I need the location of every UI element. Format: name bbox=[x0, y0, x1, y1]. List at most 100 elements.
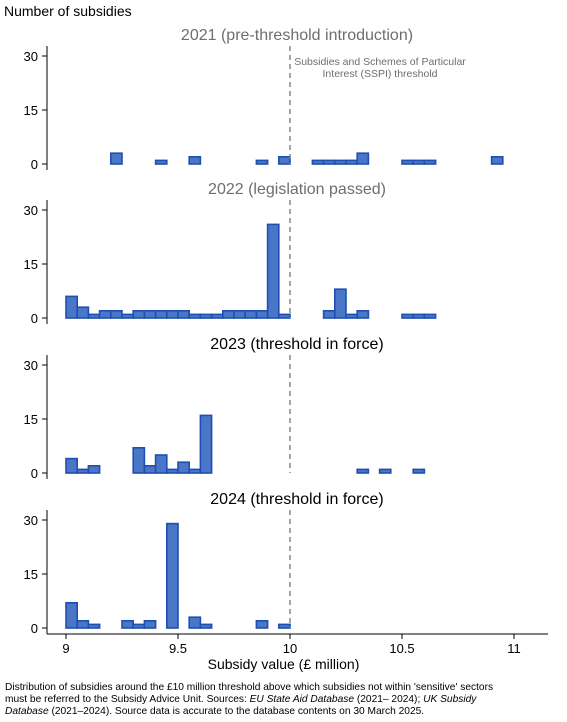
histogram-bar bbox=[154, 454, 168, 474]
caption-line-3: (2021–2024). Source data is accurate to … bbox=[48, 706, 425, 717]
histogram-bar bbox=[233, 309, 246, 319]
histogram-bar bbox=[345, 159, 358, 165]
panel-4: 2024 (threshold in force) 0 15 30 bbox=[24, 491, 384, 636]
panel-title: 2021 (pre-threshold introduction) bbox=[181, 27, 413, 44]
y-axis-label: Number of subsidies bbox=[4, 3, 132, 19]
histogram-bar bbox=[255, 309, 269, 319]
histogram-bar bbox=[188, 616, 202, 629]
panel-2: 2022 (legislation passed) 0 15 30 bbox=[24, 181, 437, 326]
threshold-label-line-2: Interest (SSPI) threshold bbox=[323, 68, 438, 80]
histogram-bar bbox=[356, 468, 370, 474]
histogram-bar bbox=[277, 623, 291, 629]
histogram-bar bbox=[333, 288, 347, 319]
histogram-bar bbox=[345, 313, 358, 319]
y-tick-label: 30 bbox=[24, 513, 38, 528]
histogram-bar bbox=[65, 601, 78, 629]
histogram-bar bbox=[333, 159, 347, 165]
caption-source-2a: UK Subsidy bbox=[423, 694, 477, 705]
histogram-bar bbox=[65, 295, 78, 319]
panel-3: 2023 (threshold in force) 0 15 30 bbox=[24, 336, 426, 481]
histogram-bar bbox=[401, 313, 414, 319]
histogram-bar bbox=[266, 223, 280, 319]
panel-title: 2022 (legislation passed) bbox=[208, 181, 386, 198]
y-tick-label: 15 bbox=[24, 567, 38, 582]
x-tick-label: 10 bbox=[283, 641, 297, 656]
caption-line-2b: (2021– 2024); bbox=[354, 694, 424, 705]
histogram-bar bbox=[423, 159, 437, 165]
histogram-bar bbox=[199, 623, 213, 629]
y-tick-label: 0 bbox=[31, 311, 38, 326]
y-tick-label: 0 bbox=[31, 157, 38, 172]
histogram-bar bbox=[277, 313, 291, 319]
histogram-bar bbox=[132, 446, 146, 474]
panel-1: 2021 (pre-threshold introduction) 0 15 30 bbox=[24, 27, 504, 172]
histogram-bar bbox=[199, 414, 213, 474]
histogram-bar bbox=[490, 156, 504, 165]
y-tick-label: 30 bbox=[24, 358, 38, 373]
x-tick-label: 9 bbox=[62, 641, 69, 656]
histogram-bar bbox=[412, 468, 426, 474]
histogram-bar bbox=[110, 152, 123, 165]
y-tick-label: 15 bbox=[24, 103, 38, 118]
histogram-bar bbox=[132, 623, 146, 629]
y-tick-label: 30 bbox=[24, 49, 38, 64]
histogram-bar bbox=[199, 313, 213, 319]
histogram-bar bbox=[154, 309, 168, 319]
histogram-bar bbox=[277, 156, 291, 165]
histogram-bar bbox=[121, 313, 134, 319]
histogram-bar bbox=[423, 313, 437, 319]
caption-line-1: Distribution of subsidies around the £10… bbox=[5, 682, 494, 693]
histogram-bar bbox=[166, 522, 179, 629]
histogram-bar bbox=[154, 159, 168, 165]
y-tick-label: 0 bbox=[31, 621, 38, 636]
caption-source-2b: Database bbox=[5, 706, 49, 717]
histogram-bar bbox=[143, 619, 157, 629]
threshold-label-line-1: Subsidies and Schemes of Particular bbox=[294, 56, 466, 68]
histogram-bar bbox=[378, 468, 392, 474]
histogram-bar bbox=[210, 313, 224, 319]
histogram-bar bbox=[255, 159, 269, 165]
histogram-bar bbox=[188, 468, 202, 474]
panel-title: 2024 (threshold in force) bbox=[210, 491, 383, 508]
histogram-bar bbox=[76, 306, 90, 319]
x-tick-label: 9.5 bbox=[169, 641, 187, 656]
caption-source-1: EU State Aid Database bbox=[249, 694, 355, 705]
histogram-bar bbox=[322, 159, 336, 165]
histogram-bar bbox=[132, 309, 146, 319]
histogram-bar bbox=[76, 468, 90, 474]
x-axis-label: Subsidy value (£ million) bbox=[207, 656, 360, 672]
histogram-bar bbox=[401, 159, 414, 165]
histogram-bar bbox=[412, 313, 426, 319]
histogram-bar bbox=[188, 156, 202, 165]
histogram-bar bbox=[143, 309, 157, 319]
histogram-bar bbox=[356, 309, 370, 319]
histogram-bar bbox=[188, 313, 202, 319]
histogram-bar bbox=[177, 309, 190, 319]
caption-line-2a: must be referred to the Subsidy Advice U… bbox=[5, 694, 250, 705]
panel-title: 2023 (threshold in force) bbox=[210, 336, 383, 353]
x-tick-label: 10.5 bbox=[389, 641, 414, 656]
y-tick-label: 0 bbox=[31, 466, 38, 481]
histogram-bar bbox=[166, 468, 179, 474]
histogram-bar bbox=[121, 619, 134, 629]
histogram-bar bbox=[87, 623, 101, 629]
histogram-bar bbox=[255, 619, 269, 629]
histogram-bar bbox=[87, 313, 101, 319]
histogram-bar bbox=[311, 159, 325, 165]
figure-caption: Distribution of subsidies around the £10… bbox=[5, 682, 563, 718]
histogram-bar bbox=[412, 159, 426, 165]
y-tick-label: 15 bbox=[24, 257, 38, 272]
histogram-bar bbox=[65, 457, 78, 474]
histogram-bar bbox=[110, 309, 123, 319]
histogram-bar bbox=[98, 309, 112, 319]
histogram-bar bbox=[166, 309, 179, 319]
x-tick-label: 11 bbox=[507, 641, 521, 656]
histogram-bar bbox=[244, 309, 258, 319]
histogram-bar bbox=[222, 309, 235, 319]
histogram-bar bbox=[143, 464, 157, 474]
y-tick-label: 15 bbox=[24, 412, 38, 427]
histogram-bar bbox=[356, 152, 370, 165]
histogram-bar bbox=[177, 461, 190, 474]
histogram-bar bbox=[87, 464, 101, 474]
